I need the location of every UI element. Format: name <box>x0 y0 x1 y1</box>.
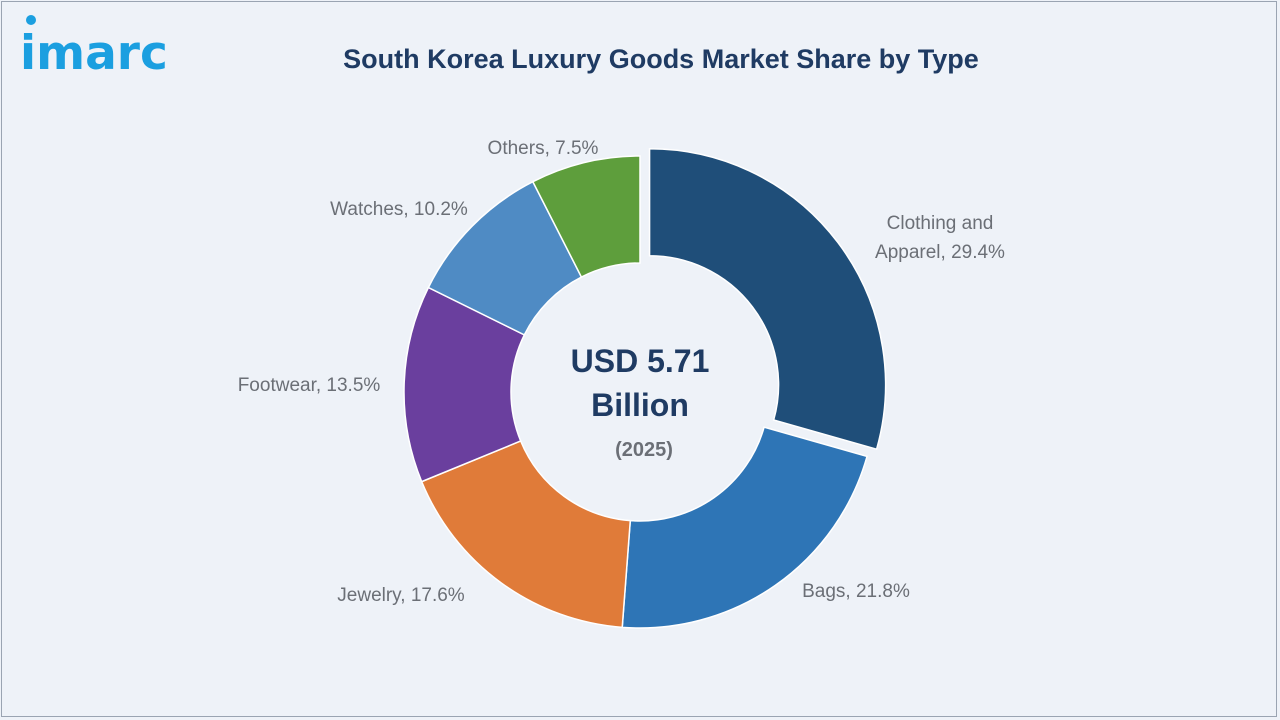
center-value-label: USD 5.71 <box>571 343 710 379</box>
label-others: Others, 7.5% <box>488 138 599 159</box>
slice-jewelry <box>420 440 632 629</box>
center-value-label-line2: Billion <box>591 387 689 423</box>
slice-others <box>531 155 641 279</box>
center-year-label: (2025) <box>615 439 673 461</box>
imarc-logo: imarc <box>20 26 168 81</box>
chart-title: South Korea Luxury Goods Market Share by… <box>343 44 979 74</box>
slice-clothing-and-apparel <box>648 148 887 451</box>
label-watches: Watches, 10.2% <box>330 199 468 220</box>
label-jewelry: Jewelry, 17.6% <box>337 585 465 606</box>
slice-labels: Clothing and Apparel, 29.4% Bags, 21.8% Jew… <box>238 138 1005 606</box>
donut-slices <box>403 148 887 629</box>
label-footwear: Footwear, 13.5% <box>238 375 381 396</box>
label-bags: Bags, 21.8% <box>802 581 910 602</box>
label-clothing-and-apparel: Clothing and Apparel, 29.4% <box>875 213 1005 263</box>
logo-dot <box>26 15 36 25</box>
slice-bags <box>621 426 868 629</box>
